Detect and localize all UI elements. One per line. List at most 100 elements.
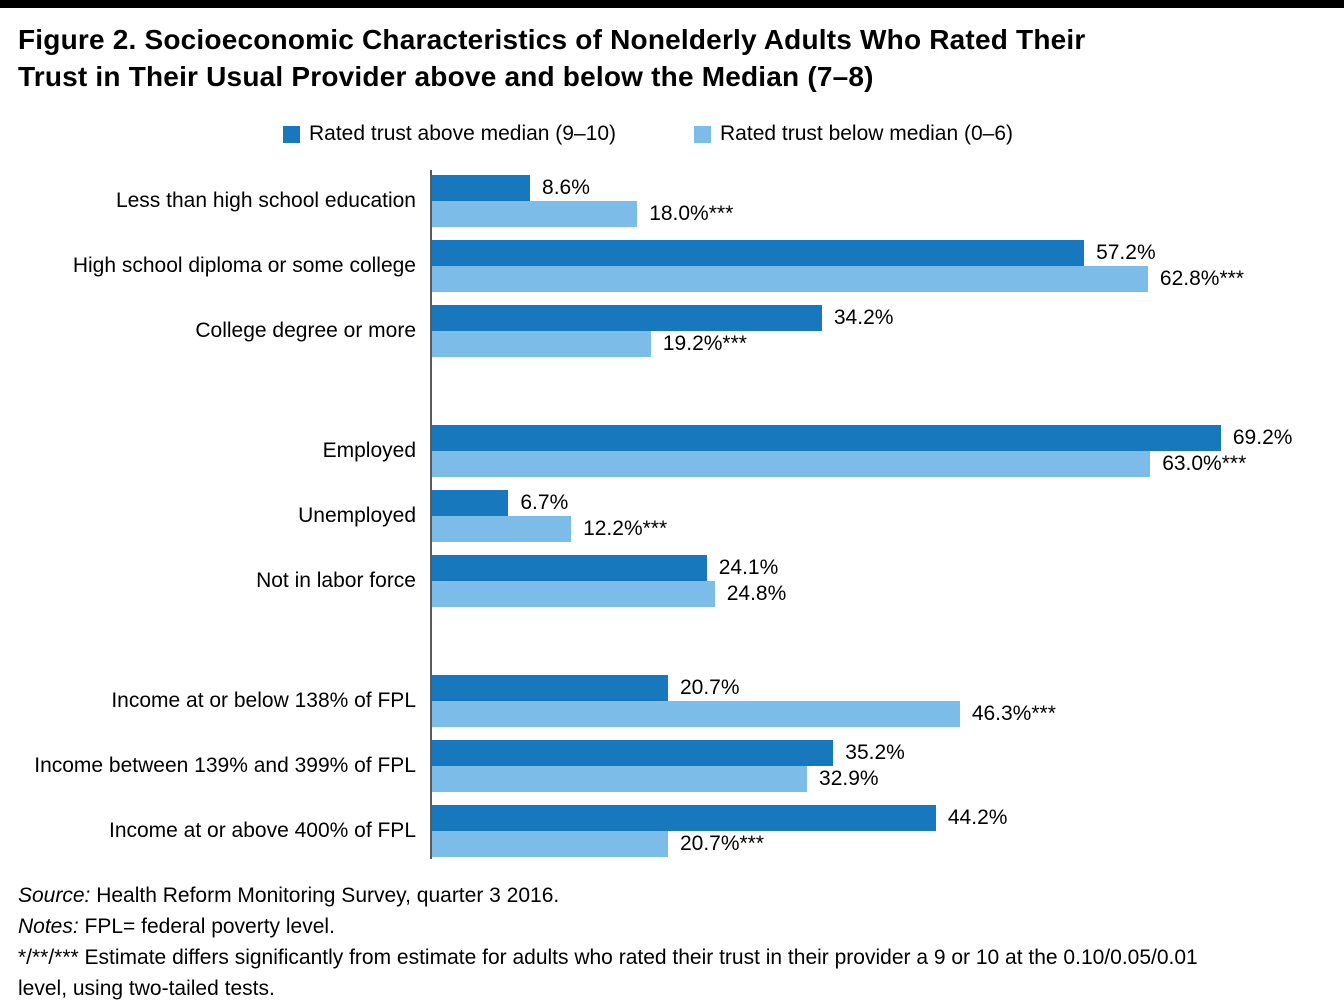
bar-pair: 69.2% 63.0%***	[432, 425, 1344, 477]
chart-legend: Rated trust above median (9–10) Rated tr…	[283, 122, 1344, 146]
bar-pair: 44.2% 20.7%***	[432, 805, 1344, 857]
bar-line-below-median: 19.2%***	[432, 331, 1344, 357]
source-note: Source: Health Reform Monitoring Survey,…	[18, 880, 1326, 911]
notes-prefix: Notes:	[18, 915, 79, 938]
legend-item-above-median: Rated trust above median (9–10)	[283, 122, 616, 146]
bar-below-median	[432, 516, 572, 542]
chart-groups: Less than high school education 8.6% 18.0%…	[0, 175, 1344, 857]
bar-line-above-median: 6.7%	[432, 490, 1344, 516]
chart-row: Income between 139% and 399% of FPL 35.2%…	[0, 740, 1344, 792]
bar-line-below-median: 20.7%***	[432, 831, 1344, 857]
value-label-below-median: 32.9%	[819, 767, 879, 790]
bar-above-median	[432, 555, 707, 581]
notes-text: FPL= federal poverty level.	[78, 915, 335, 938]
bar-below-median	[432, 831, 668, 857]
notes-section: Source: Health Reform Monitoring Survey,…	[18, 880, 1326, 1004]
bar-line-below-median: 12.2%***	[432, 516, 1344, 542]
value-label-above-median: 24.1%	[718, 556, 779, 579]
bar-pair: 35.2% 32.9%	[432, 740, 1344, 792]
bar-line-above-median: 20.7%	[432, 675, 1344, 701]
chart-row: Unemployed 6.7% 12.2%***	[0, 490, 1344, 542]
category-label: Income at or below 138% of FPL	[111, 689, 416, 712]
value-label-below-median: 19.2%***	[662, 332, 747, 355]
legend-swatch-below-median	[694, 125, 712, 143]
chart-row: Employed 69.2% 63.0%***	[0, 425, 1344, 477]
category-label: Unemployed	[298, 504, 416, 527]
figure-title-line1: Figure 2. Socioeconomic Characteristics …	[18, 24, 1086, 55]
bar-line-above-median: 35.2%	[432, 740, 1344, 766]
bar-pair: 57.2% 62.8%***	[432, 240, 1344, 292]
value-label-below-median: 63.0%***	[1162, 452, 1247, 475]
figure-title-line2: Trust in Their Usual Provider above and …	[18, 61, 874, 92]
bar-pair: 20.7% 46.3%***	[432, 675, 1344, 727]
value-label-above-median: 34.2%	[833, 306, 894, 329]
value-label-above-median: 44.2%	[947, 806, 1008, 829]
bar-pair: 34.2% 19.2%***	[432, 305, 1344, 357]
value-label-above-median: 20.7%	[679, 676, 740, 699]
bar-pair: 24.1% 24.8%	[432, 555, 1344, 607]
bar-below-median	[432, 701, 960, 727]
category-label: High school diploma or some college	[72, 254, 416, 277]
chart-row: Income at or below 138% of FPL 20.7% 46.3%…	[0, 675, 1344, 727]
bar-below-median	[432, 331, 651, 357]
bar-pair: 8.6% 18.0%***	[432, 175, 1344, 227]
bar-line-above-median: 8.6%	[432, 175, 1344, 201]
legend-swatch-above-median	[283, 125, 300, 143]
legend-label-below-median: Rated trust below median (0–6)	[720, 122, 1014, 145]
value-label-above-median: 8.6%	[542, 176, 590, 199]
value-label-below-median: 24.8%	[726, 582, 787, 605]
legend-item-below-median: Rated trust below median (0–6)	[694, 122, 1013, 146]
bar-line-below-median: 46.3%***	[432, 701, 1344, 727]
legend-label-above-median: Rated trust above median (9–10)	[309, 122, 617, 145]
category-label: Income between 139% and 399% of FPL	[34, 754, 416, 777]
bar-above-median	[432, 805, 936, 831]
value-label-above-median: 57.2%	[1096, 241, 1156, 264]
bar-line-below-median: 24.8%	[432, 581, 1344, 607]
bar-below-median	[432, 201, 638, 227]
fpl-note: Notes: FPL= federal poverty level.	[18, 911, 1326, 942]
bar-line-above-median: 44.2%	[432, 805, 1344, 831]
category-label: Income at or above 400% of FPL	[108, 819, 416, 842]
bar-above-median	[432, 305, 822, 331]
value-label-below-median: 12.2%***	[583, 517, 668, 540]
value-label-below-median: 62.8%***	[1159, 267, 1244, 290]
category-label: Not in labor force	[256, 569, 416, 592]
chart-row: College degree or more 34.2% 19.2%***	[0, 305, 1344, 357]
bar-above-median	[432, 675, 668, 701]
bar-above-median	[432, 240, 1085, 266]
bar-group-income: Income at or below 138% of FPL 20.7% 46.3%…	[0, 675, 1344, 857]
bar-pair: 6.7% 12.2%***	[432, 490, 1344, 542]
bar-below-median	[432, 766, 808, 792]
bar-line-below-median: 63.0%***	[432, 451, 1344, 477]
chart-row: Income at or above 400% of FPL 44.2% 20.7%…	[0, 805, 1344, 857]
bar-line-below-median: 32.9%	[432, 766, 1344, 792]
bar-above-median	[432, 425, 1221, 451]
source-prefix: Source:	[18, 884, 91, 907]
bar-line-above-median: 57.2%	[432, 240, 1344, 266]
bar-below-median	[432, 266, 1148, 292]
chart-row: Not in labor force 24.1% 24.8%	[0, 555, 1344, 607]
figure-title: Figure 2. Socioeconomic Characteristics …	[18, 21, 1326, 95]
bar-above-median	[432, 175, 531, 201]
category-label: Less than high school education	[115, 189, 416, 212]
top-rule	[0, 0, 1344, 8]
y-axis-line	[430, 170, 432, 859]
significance-note: */**/*** Estimate differs significantly …	[18, 946, 1198, 1000]
value-label-above-median: 35.2%	[845, 741, 905, 764]
bar-above-median	[432, 740, 834, 766]
bar-line-below-median: 18.0%***	[432, 201, 1344, 227]
value-label-below-median: 20.7%***	[679, 832, 765, 855]
category-label: College degree or more	[195, 319, 416, 342]
bar-chart: Less than high school education 8.6% 18.0%…	[0, 170, 1344, 859]
chart-row: High school diploma or some college 57.2%…	[0, 240, 1344, 292]
bar-group-employment: Employed 69.2% 63.0%*** Unemployed 6.7% 12.2%…	[0, 425, 1344, 607]
bar-below-median	[432, 581, 715, 607]
bar-line-below-median: 62.8%***	[432, 266, 1344, 292]
bar-below-median	[432, 451, 1151, 477]
bar-line-above-median: 24.1%	[432, 555, 1344, 581]
source-text: Health Reform Monitoring Survey, quarter…	[90, 884, 560, 907]
value-label-above-median: 6.7%	[520, 491, 569, 514]
bar-line-above-median: 69.2%	[432, 425, 1344, 451]
bar-group-education: Less than high school education 8.6% 18.0%…	[0, 175, 1344, 357]
